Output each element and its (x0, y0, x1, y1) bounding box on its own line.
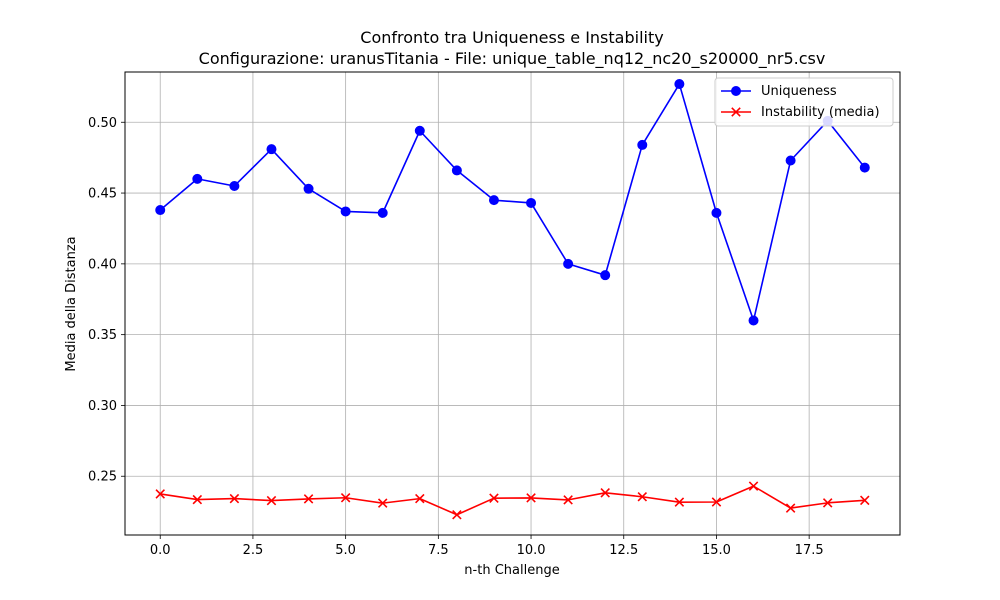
data-point-uniqueness (229, 180, 240, 191)
data-point-instability-media (600, 488, 610, 498)
y-axis-label: Media della Distanza (64, 236, 79, 371)
legend-marker-instability-media (731, 107, 741, 117)
data-point-uniqueness (451, 165, 462, 176)
data-point-instability-media (563, 495, 573, 505)
chart-title: Confronto tra Uniqueness e Instability (360, 28, 663, 47)
legend-label-uniqueness: Uniqueness (761, 84, 837, 99)
data-point-instability-media (155, 489, 165, 499)
data-point-instability-media-stroke (452, 509, 462, 520)
plot-area-frame (124, 71, 901, 536)
data-point-instability-media-stroke (860, 495, 870, 506)
data-point-uniqueness (526, 197, 537, 208)
data-point-instability-media-stroke (340, 492, 351, 503)
data-point-instability-media-stroke (377, 498, 388, 508)
data-point-instability-media (748, 481, 759, 491)
data-point-uniqueness (674, 79, 685, 90)
data-point-uniqueness (488, 195, 499, 206)
x-tick-label: 17.5 (795, 543, 824, 558)
legend-frame (714, 77, 894, 127)
data-point-instability-media (489, 493, 499, 503)
data-point-instability-media-stroke (785, 503, 796, 513)
x-tick-label: 5.0 (335, 543, 356, 558)
data-point-instability-media-stroke (600, 488, 610, 498)
data-point-instability-media-stroke (192, 494, 203, 505)
data-point-uniqueness (303, 183, 314, 194)
y-tick-label: 0.35 (88, 328, 117, 343)
y-tick-label: 0.50 (88, 116, 117, 131)
data-point-instability-media (674, 497, 685, 507)
data-point-instability-media (415, 493, 425, 504)
data-point-instability-media-stroke (415, 493, 425, 504)
x-tick-label: 15.0 (702, 543, 731, 558)
data-point-uniqueness (340, 206, 351, 217)
data-point-uniqueness (563, 258, 574, 269)
data-point-instability-media-stroke (822, 498, 833, 508)
data-point-instability-media (526, 493, 536, 503)
data-point-instability-media (377, 498, 388, 508)
legend-marker-uniqueness (731, 86, 741, 96)
data-point-instability-media (229, 493, 240, 504)
data-point-instability-media-stroke (526, 493, 536, 503)
data-point-uniqueness (414, 125, 425, 136)
x-tick-label: 7.5 (428, 543, 449, 558)
data-point-instability-media (192, 494, 203, 505)
data-point-instability-media-stroke (155, 489, 165, 499)
legend-markers (721, 86, 751, 117)
x-tick-label: 2.5 (243, 543, 264, 558)
x-tick-label: 12.5 (609, 543, 638, 558)
y-tick-label: 0.25 (88, 470, 117, 485)
data-point-uniqueness (711, 207, 722, 218)
data-point-instability-media-stroke (637, 492, 648, 502)
data-point-instability-media (785, 503, 796, 513)
data-point-instability-media (303, 494, 314, 504)
data-point-instability-media (822, 498, 833, 508)
chart-subtitle: Configurazione: uranusTitania - File: un… (199, 49, 826, 69)
data-point-uniqueness (637, 139, 648, 150)
data-point-instability-media (711, 497, 722, 507)
series-line-instability-media (160, 485, 865, 516)
data-point-instability-media (266, 495, 277, 506)
data-point-instability-media-stroke (489, 493, 499, 503)
data-point-instability-media-stroke (748, 481, 759, 491)
data-point-instability-media-stroke (303, 494, 314, 504)
data-point-instability-media-stroke (674, 497, 685, 507)
data-point-instability-media (637, 492, 648, 502)
legend-marker-instability-media-stroke (731, 107, 741, 117)
data-point-instability-media-stroke (563, 495, 573, 505)
data-point-instability-media-stroke (229, 493, 240, 504)
data-point-uniqueness (377, 207, 388, 218)
grid (125, 72, 900, 535)
data-point-instability-media (860, 495, 870, 506)
axes: 0.0 2.5 5.0 7.5 10.0 12.5 15.0 17.5 0.25 0.30 0.35… (88, 116, 824, 558)
y-tick-label: 0.30 (88, 399, 117, 414)
x-tick-label: 10.0 (517, 543, 546, 558)
data-point-uniqueness (859, 162, 870, 173)
legend-label-instability: Instability (media) (761, 105, 880, 120)
y-tick-label: 0.45 (88, 187, 117, 202)
data-point-instability-media (340, 492, 351, 503)
data-point-uniqueness (748, 315, 759, 326)
data-point-uniqueness (266, 144, 277, 155)
x-axis-label: n-th Challenge (464, 563, 559, 578)
data-point-uniqueness (155, 205, 166, 216)
data-point-instability-media (452, 509, 462, 520)
data-point-instability-media-stroke (266, 495, 277, 506)
data-point-uniqueness (600, 270, 611, 281)
legend: Uniqueness Instability (media) (714, 77, 894, 127)
x-tick-label: 0.0 (150, 543, 171, 558)
y-tick-label: 0.40 (88, 257, 117, 272)
data-point-uniqueness (192, 173, 203, 184)
series-line-uniqueness (159, 83, 866, 322)
data-point-instability-media-stroke (711, 497, 722, 507)
data-point-uniqueness (785, 155, 796, 166)
